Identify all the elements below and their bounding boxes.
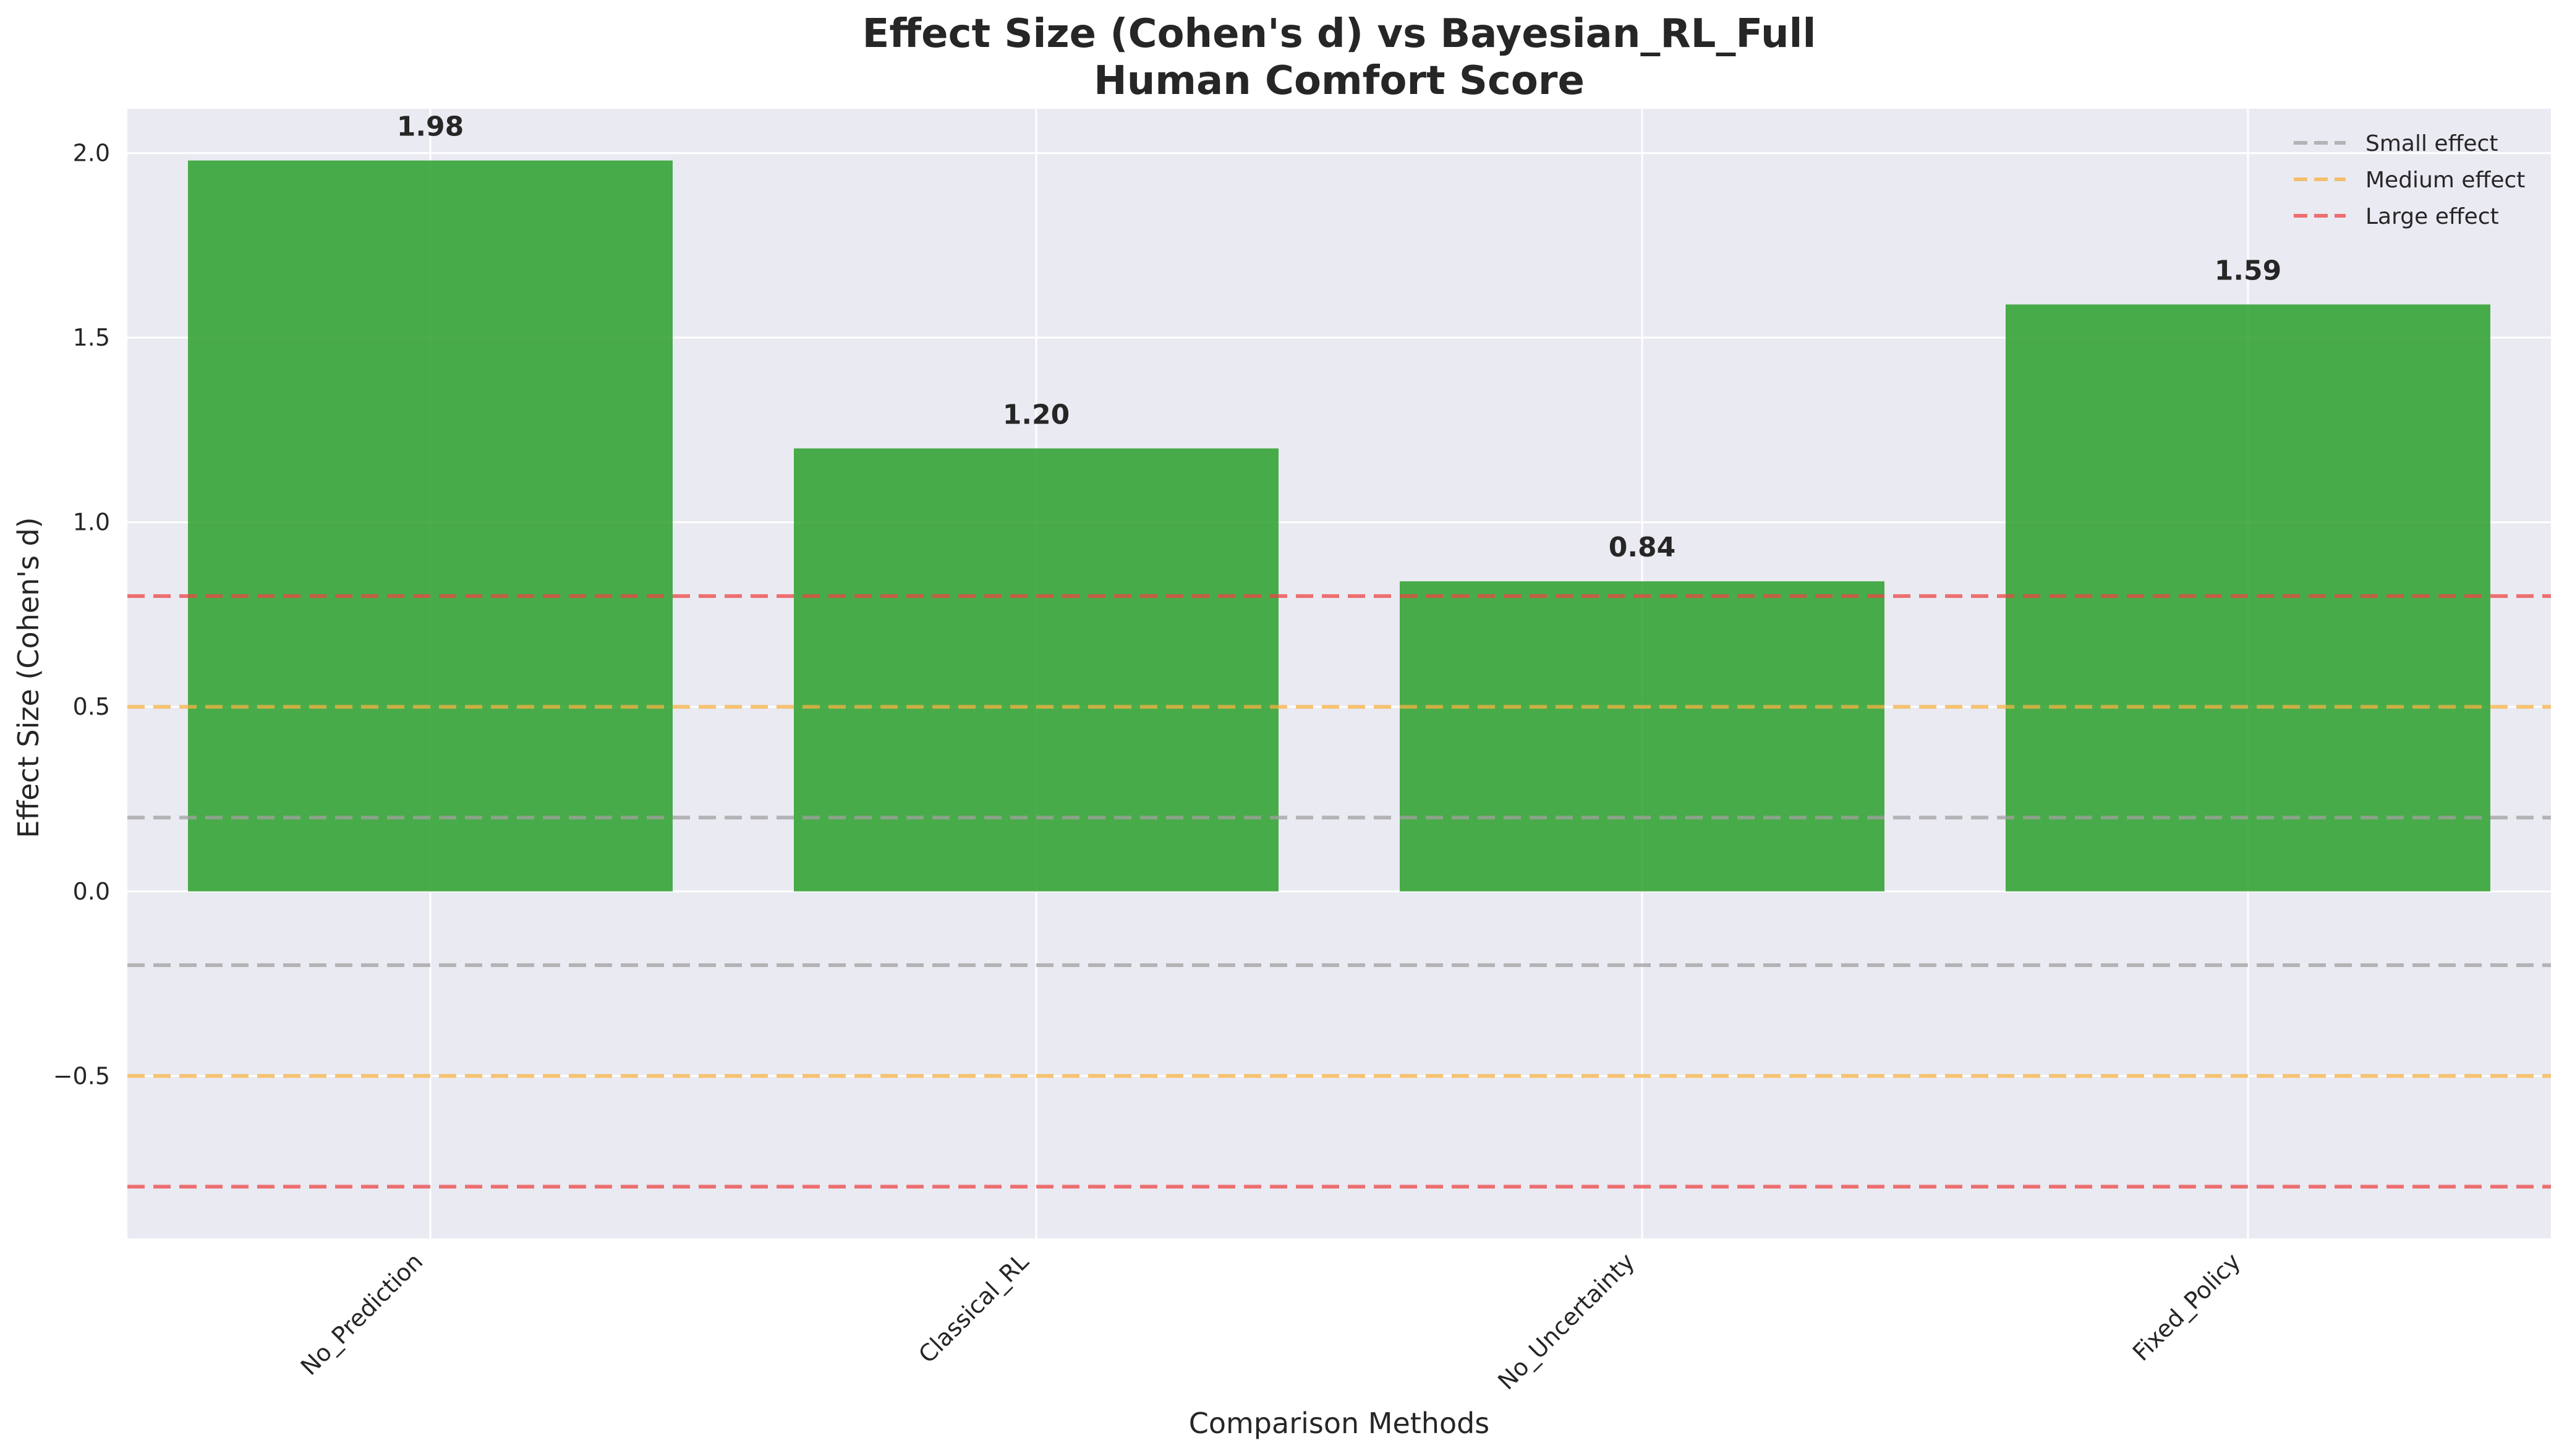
data-label: 1.98 <box>397 111 464 143</box>
reference-lines <box>127 594 2551 1189</box>
x-tick-label: No_Uncertainty <box>1492 1248 1640 1395</box>
y-tick-label: 0.0 <box>73 878 110 905</box>
legend-entry: Large effect <box>2365 204 2499 229</box>
y-axis-ticks: −0.5 0.0 0.5 1.0 1.5 2.0 <box>53 140 110 1090</box>
data-label: 1.20 <box>1003 399 1070 430</box>
x-tick-label: Fixed_Policy <box>2127 1248 2246 1366</box>
x-tick-label: Classical_RL <box>913 1248 1034 1368</box>
chart-subtitle: Human Comfort Score <box>1094 58 1585 104</box>
bar-no-prediction <box>188 160 673 892</box>
data-label: 1.59 <box>2215 255 2282 286</box>
chart-title: Effect Size (Cohen's d) vs Bayesian_RL_F… <box>862 11 1816 57</box>
bars <box>188 160 2490 892</box>
data-labels: 1.98 1.20 0.84 1.59 <box>397 111 2282 564</box>
x-tick-label: No_Prediction <box>296 1248 428 1381</box>
y-tick-label: 0.5 <box>73 693 110 720</box>
legend-entry: Medium effect <box>2365 168 2525 193</box>
y-tick-label: 1.5 <box>73 324 110 351</box>
bar-no-uncertainty <box>1400 581 1884 892</box>
x-axis-label: Comparison Methods <box>1189 1407 1490 1440</box>
legend-entry: Small effect <box>2365 131 2498 156</box>
bar-classical-rl <box>794 448 1279 892</box>
legend: Small effect Medium effect Large effect <box>2294 131 2525 229</box>
x-axis-ticks: No_Prediction Classical_RL No_Uncertainty F… <box>296 1248 2246 1395</box>
data-label: 0.84 <box>1609 532 1676 563</box>
y-tick-label: 1.0 <box>73 509 110 536</box>
y-tick-label: 2.0 <box>73 140 110 167</box>
y-tick-label: −0.5 <box>53 1062 110 1089</box>
y-axis-label: Effect Size (Cohen's d) <box>12 517 45 838</box>
